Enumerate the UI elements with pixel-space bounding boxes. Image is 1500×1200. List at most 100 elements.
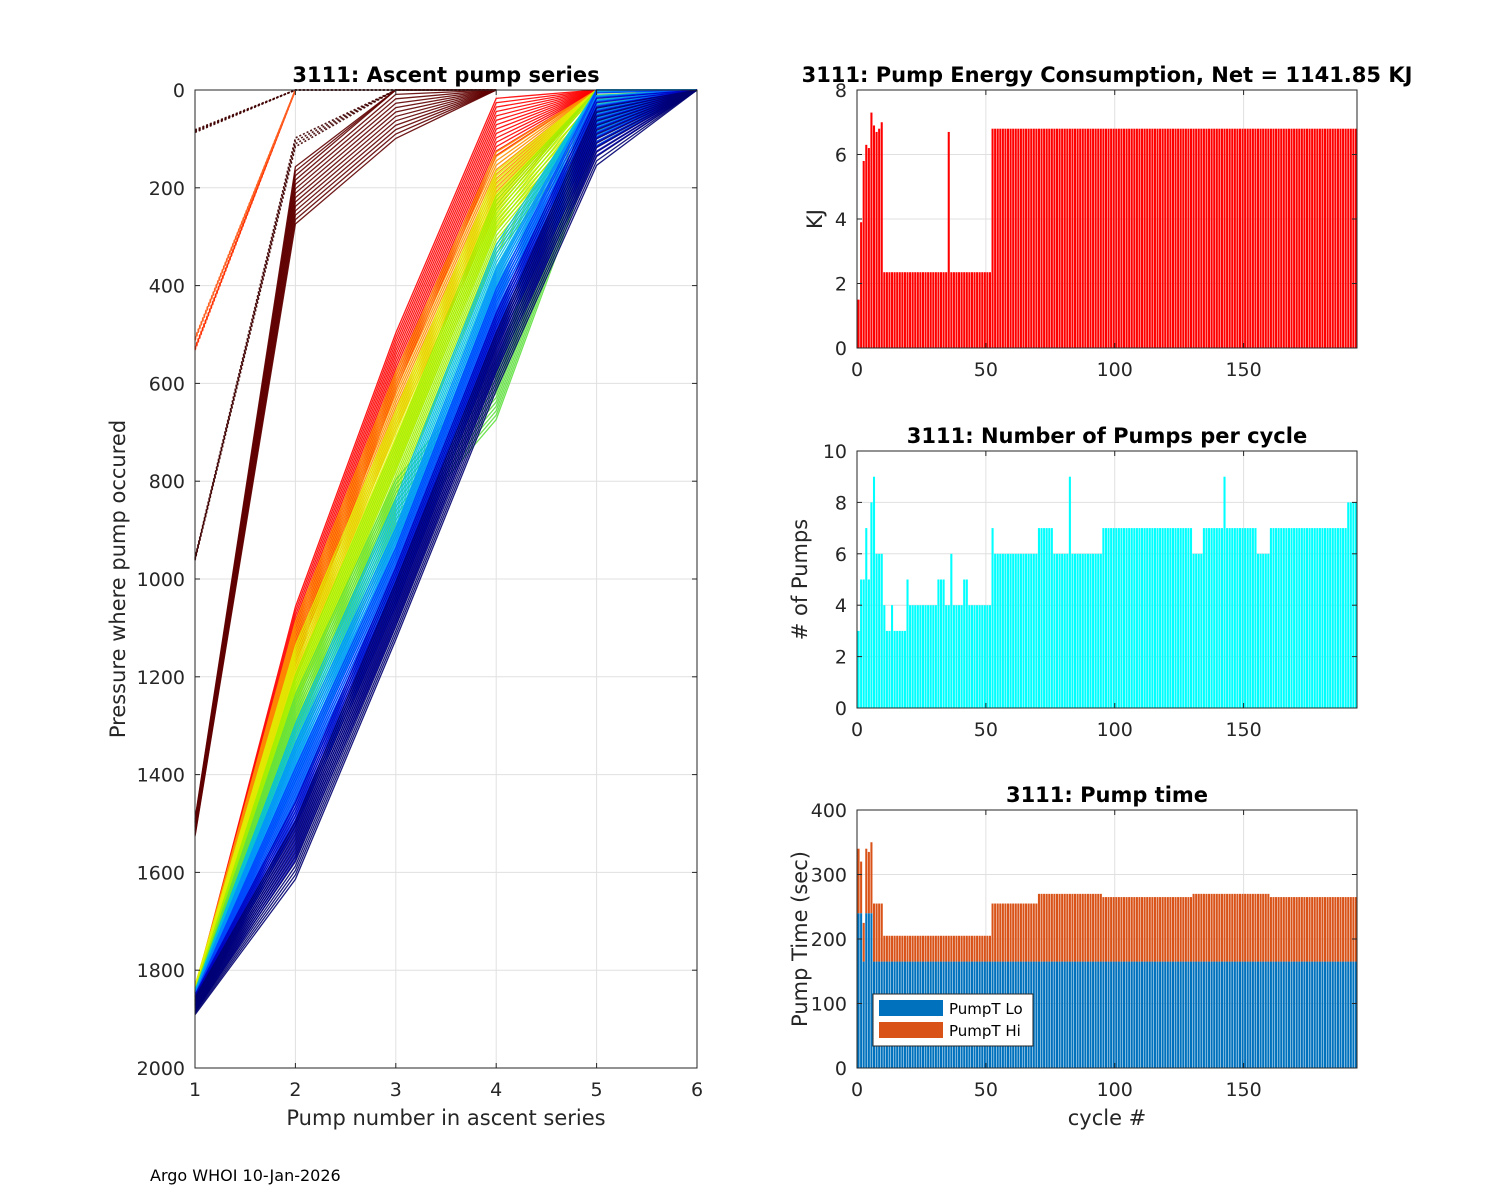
bar-pumpt-lo (1032, 961, 1035, 1068)
bar-pumpt-hi (1055, 893, 1059, 962)
bar-pumpt-lo (1254, 961, 1257, 1068)
bar-pumps (1143, 528, 1146, 708)
bar-energy (1342, 128, 1345, 348)
bar-pumpt-lo (1174, 961, 1177, 1068)
bar-pumpt-hi (906, 935, 909, 962)
series-line-deep-dark (194, 89, 698, 1013)
bar-energy (1226, 128, 1229, 348)
y-tick-label: 4 (835, 595, 847, 617)
bars (857, 112, 1357, 348)
x-tick-label: 50 (974, 359, 998, 381)
bar-pumpt-hi (1195, 893, 1198, 962)
bar-pumps (1287, 528, 1290, 708)
bar-pumpt-hi (1334, 897, 1337, 962)
x-tick-label: 100 (1097, 1079, 1133, 1101)
bar-pumpt-lo (1324, 961, 1327, 1068)
bar-pumps (932, 605, 935, 708)
bar-pumps (1226, 528, 1229, 708)
bar-pumpt-hi (973, 935, 976, 962)
bar-energy (1241, 128, 1244, 348)
y-tick-label: 2 (835, 274, 847, 296)
series-lines (194, 89, 698, 1016)
bar-pumps (903, 630, 906, 708)
bar-pumps (1009, 553, 1012, 708)
bar-pumpt-hi (1130, 897, 1133, 962)
bar-pumpt-hi (1050, 893, 1053, 962)
bar-pumpt-hi (1012, 903, 1015, 962)
bar-energy (1213, 128, 1216, 348)
bar-energy (898, 272, 901, 348)
bar-energy (1122, 128, 1126, 348)
bar-energy (1045, 128, 1048, 348)
bar-pumpt-hi (1236, 893, 1239, 962)
bar-pumpt-hi (1035, 903, 1038, 962)
bar-pumpt-lo (1336, 961, 1339, 1068)
bar-pumpt-lo (1146, 961, 1149, 1068)
bar-pumpt-hi (1226, 893, 1229, 962)
chart-title: 3111: Pump time (1006, 783, 1208, 807)
legend-swatch (879, 1000, 943, 1016)
bar-energy (911, 272, 914, 348)
bar-energy (1215, 128, 1218, 348)
bar-pumpt-lo (1290, 961, 1293, 1068)
bar-pumps (1208, 528, 1211, 708)
bar-pumpt-lo (1037, 961, 1040, 1068)
bar-energy (1293, 128, 1296, 348)
bar-energy (1280, 128, 1283, 348)
bar-energy (1267, 128, 1270, 348)
bar-energy (1300, 128, 1303, 348)
bar-pumpt-lo (1189, 961, 1193, 1068)
bar-pumps (1092, 553, 1095, 708)
bar-pumpt-hi (1205, 893, 1208, 962)
bar-pumps (891, 605, 894, 708)
bar-pumps (1295, 528, 1298, 708)
bar-pumps (1246, 528, 1249, 708)
bar-pumps (901, 630, 904, 708)
bar-pumpt-hi (1061, 893, 1064, 962)
bar-energy (1228, 128, 1231, 348)
bar-pumps (1146, 528, 1149, 708)
bar-pumpt-hi (903, 935, 906, 962)
bar-energy (1218, 128, 1221, 348)
bar-pumpt-hi (1019, 903, 1022, 962)
bar-pumps (1027, 553, 1030, 708)
bar-pumpt-lo (862, 961, 865, 1068)
bar-pumpt-hi (1354, 897, 1357, 962)
bar-energy (1009, 128, 1012, 348)
bar-pumpt-lo (1130, 961, 1133, 1068)
bar-pumps (1166, 528, 1169, 708)
bar-pumpt-hi (983, 935, 986, 962)
bar-energy (1084, 128, 1087, 348)
bar-pumps (1347, 502, 1350, 708)
bar-energy (1177, 128, 1180, 348)
y-tick-label: 8 (835, 492, 847, 514)
bar-pumps (1275, 528, 1278, 708)
bar-energy (896, 272, 899, 348)
bar-pumpt-hi (960, 935, 963, 962)
bar-pumps (1086, 553, 1089, 708)
bar-pumps (955, 605, 958, 708)
y-tick-label: 300 (811, 865, 847, 887)
bar-pumpt-lo (1094, 961, 1097, 1068)
chart-pumptime: 0 50 100 150 0 100 200 300 400 3111: Pump time cyc… (788, 783, 1358, 1130)
bar-energy (1205, 128, 1208, 348)
series-line-deep-dark (194, 89, 698, 1009)
bar-energy (1347, 128, 1350, 348)
bar-energy (1048, 128, 1051, 348)
bar-pumps (924, 605, 927, 708)
bar-pumpt-hi (937, 935, 940, 962)
bar-energy (1171, 128, 1175, 348)
bar-energy (1055, 128, 1059, 348)
bar-pumps (981, 605, 984, 708)
bar-pumps (1218, 528, 1221, 708)
bar-pumpt-hi (872, 903, 876, 962)
series-line-deep-blue (194, 89, 698, 1001)
bar-pumpt-hi (883, 935, 886, 962)
bar-pumps (914, 605, 917, 708)
x-tick-label: 4 (490, 1079, 502, 1101)
bar-pumpt-lo (1122, 961, 1126, 1068)
bar-pumpt-lo (1238, 961, 1242, 1068)
bar-pumpt-hi (1275, 897, 1278, 962)
bar-pumpt-hi (1321, 897, 1324, 962)
y-tick-label: 400 (149, 276, 185, 298)
